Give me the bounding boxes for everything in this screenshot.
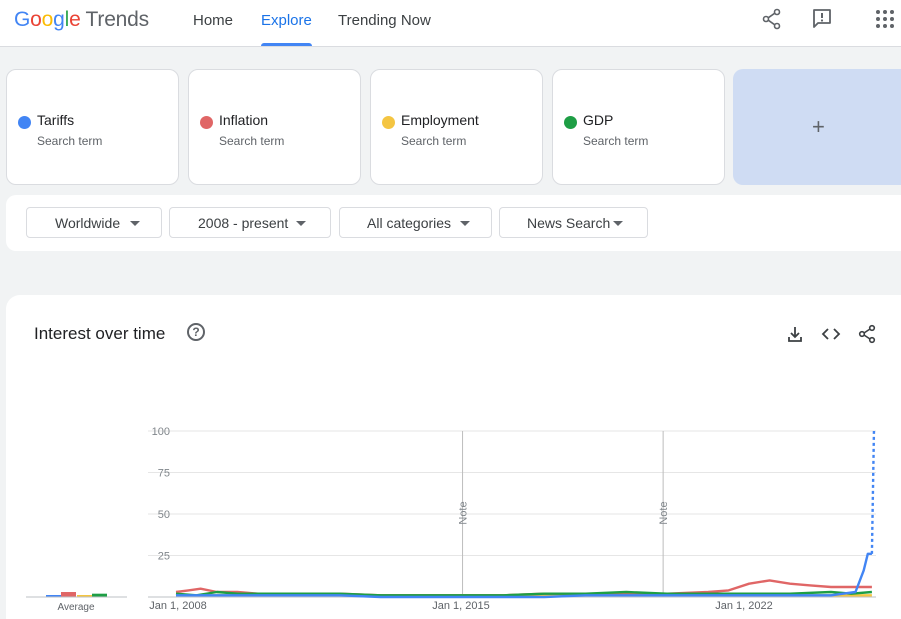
average-label: Average [57, 602, 95, 613]
share-chart-icon[interactable] [857, 324, 877, 344]
term-type: Search term [401, 134, 467, 148]
term-name: Inflation [219, 112, 269, 128]
y-tick-label: 25 [158, 551, 170, 563]
term-name: Employment [401, 112, 479, 128]
x-tick-label: Jan 1, 2008 [149, 600, 207, 612]
term-color-dot [200, 116, 213, 129]
chart-title: Interest over time [34, 324, 166, 343]
term-card-employment[interactable]: Employment Search term [370, 69, 543, 185]
term-name: Tariffs [37, 112, 75, 128]
category-dropdown[interactable]: All categories [339, 207, 492, 238]
tab-trending-now[interactable]: Trending Now [338, 12, 431, 29]
google-trends-logo[interactable]: Google Trends [14, 8, 149, 31]
average-bar [92, 593, 107, 597]
apps-grid-icon[interactable] [873, 7, 897, 31]
term-color-dot [18, 116, 31, 129]
term-card-inflation[interactable]: Inflation Search term [188, 69, 361, 185]
series-line-gdp [175, 590, 872, 597]
term-type: Search term [583, 134, 649, 148]
term-card-gdp[interactable]: GDP Search term [552, 69, 725, 185]
embed-code-icon[interactable] [821, 324, 841, 344]
term-name: GDP [583, 112, 614, 128]
x-tick-label: Jan 1, 2015 [432, 600, 490, 612]
tab-home[interactable]: Home [193, 12, 234, 29]
y-tick-label: 75 [158, 468, 170, 480]
search-type-dropdown[interactable]: News Search [499, 207, 648, 238]
feedback-icon[interactable] [810, 7, 834, 31]
tab-explore[interactable]: Explore [261, 12, 312, 46]
region-dropdown[interactable]: Worldwide [26, 207, 162, 238]
top-bar: Google Trends Home Explore Trending Now [0, 0, 901, 47]
average-bar [61, 592, 76, 597]
caret-down-icon [460, 221, 470, 226]
caret-down-icon [296, 221, 306, 226]
y-tick-label: 100 [152, 426, 170, 438]
caret-down-icon [613, 221, 623, 226]
term-type: Search term [37, 134, 103, 148]
note-label: Note [458, 501, 470, 524]
y-tick-label: 50 [158, 509, 170, 521]
term-color-dot [382, 116, 395, 129]
caret-down-icon [130, 221, 140, 226]
average-bar [77, 595, 92, 597]
series-line-tariffs [176, 552, 872, 599]
help-icon[interactable]: ? [187, 323, 205, 341]
series-partial-line [870, 430, 876, 554]
download-icon[interactable] [785, 324, 805, 344]
plus-icon: + [812, 114, 825, 139]
add-comparison-button[interactable]: + [733, 69, 901, 185]
interest-over-time-card [6, 295, 901, 619]
note-label: Note [658, 501, 670, 524]
term-color-dot [564, 116, 577, 129]
average-bar [46, 595, 61, 597]
time-range-dropdown[interactable]: 2008 - present [169, 207, 331, 238]
x-tick-label: Jan 1, 2022 [715, 600, 773, 612]
term-card-tariffs[interactable]: Tariffs Search term [6, 69, 179, 185]
share-icon[interactable] [760, 7, 784, 31]
term-type: Search term [219, 134, 285, 148]
